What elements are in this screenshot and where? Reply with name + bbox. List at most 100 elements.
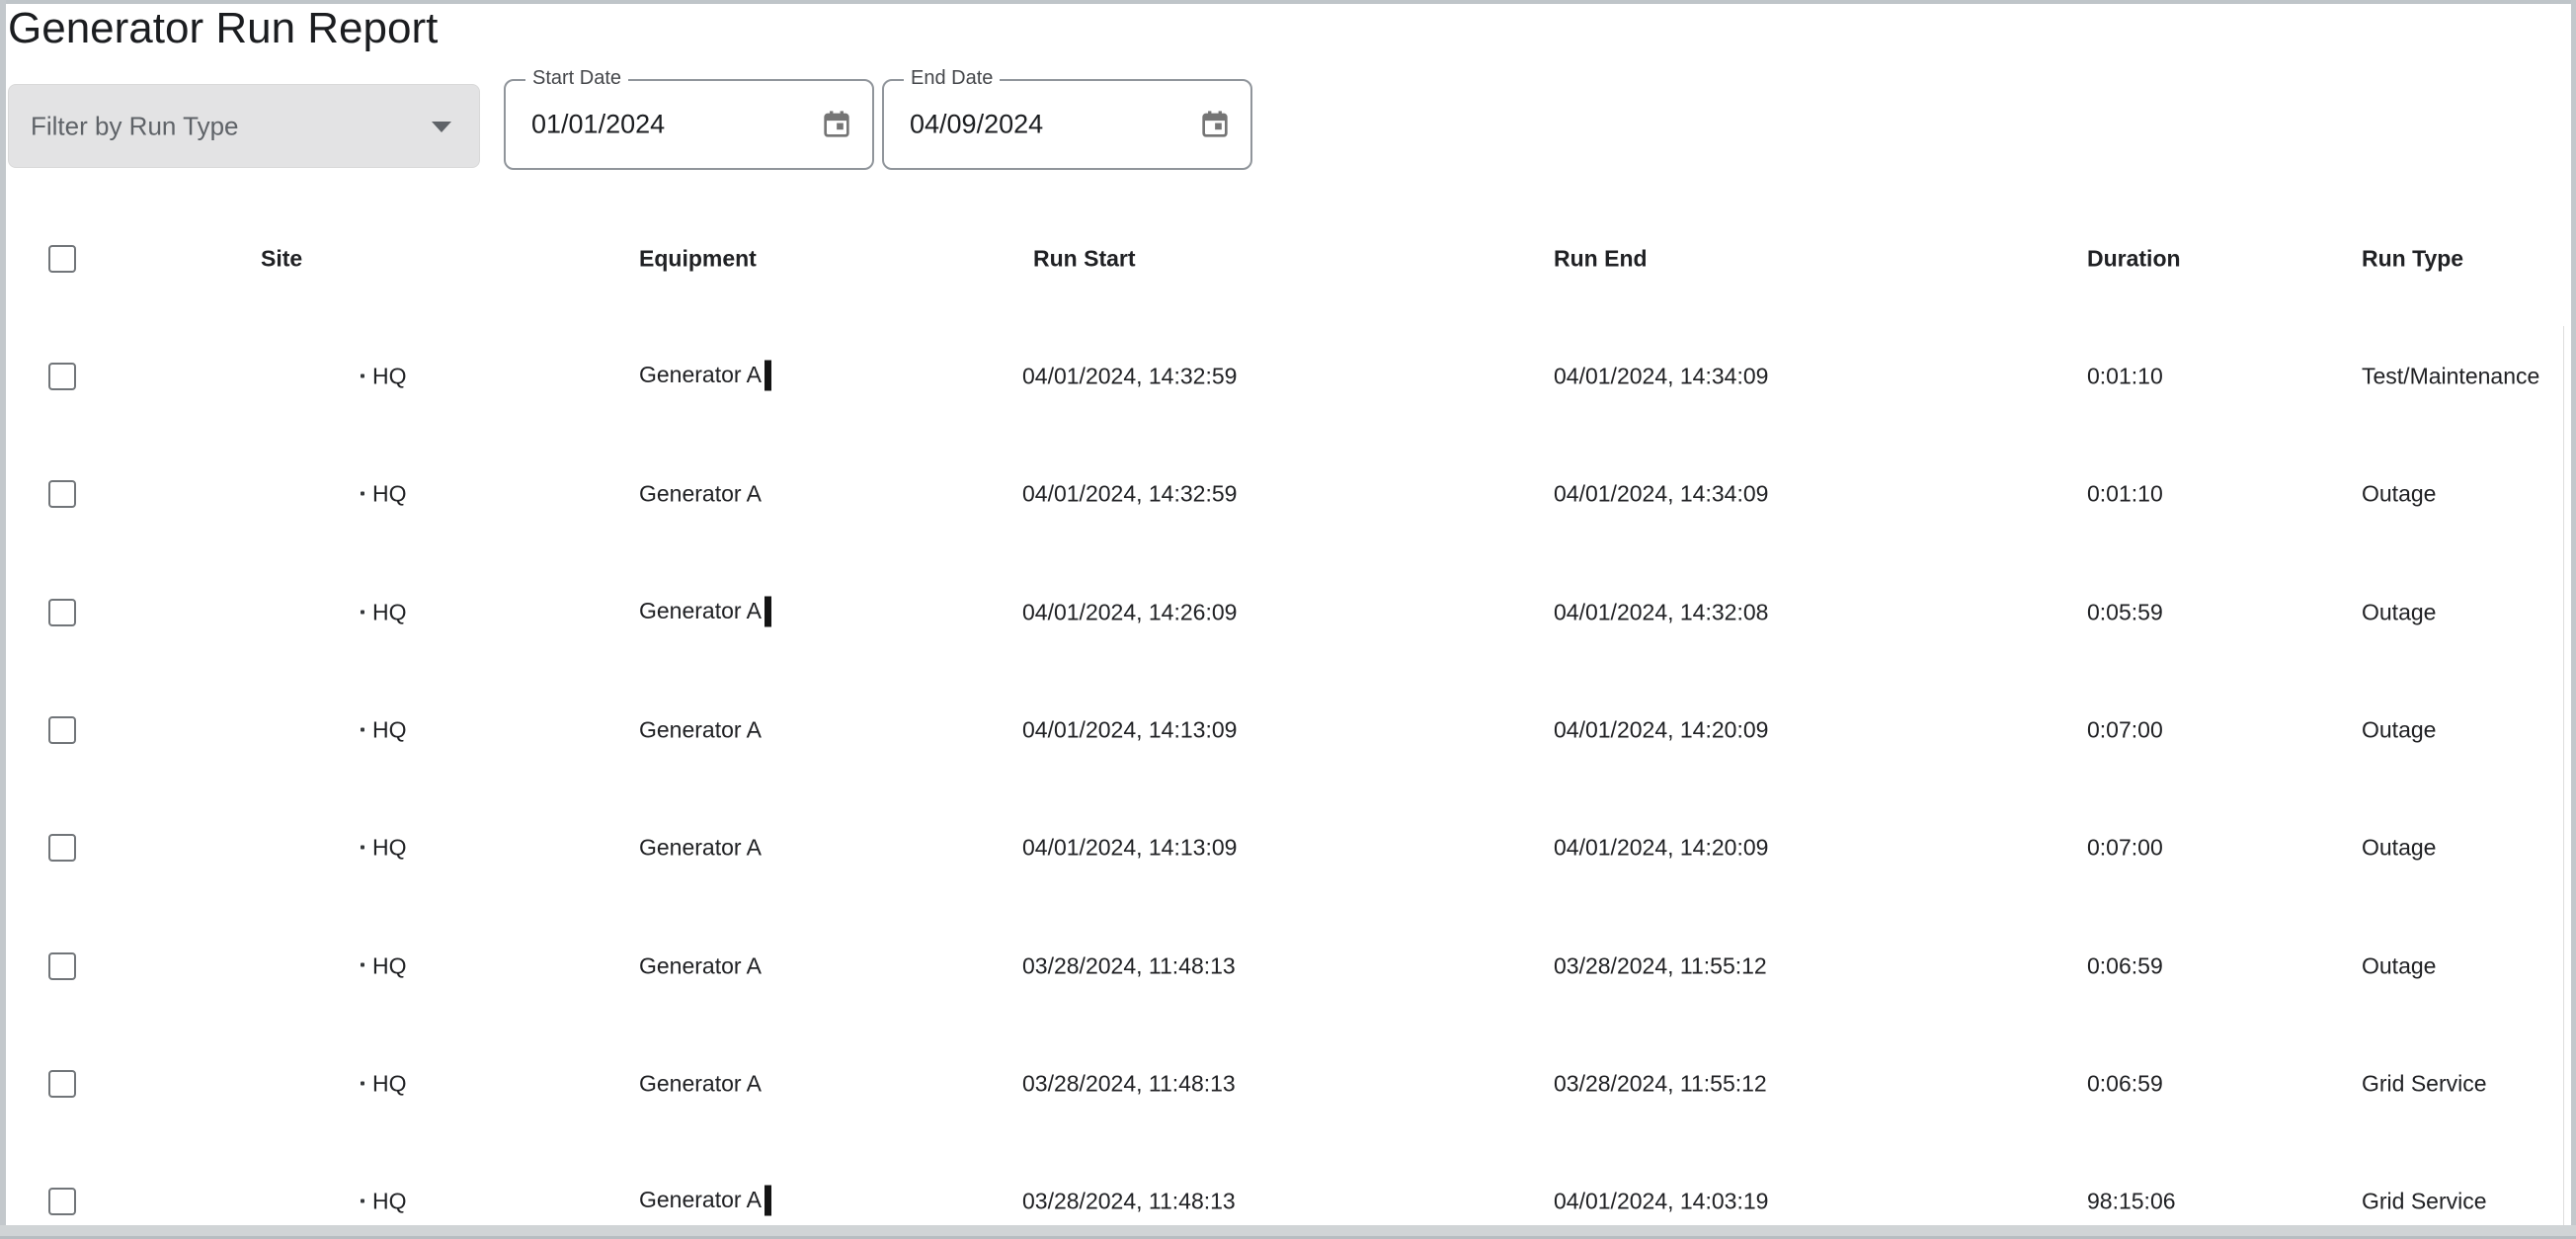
- cell-run-type: Outage: [2362, 599, 2437, 625]
- cell-duration: 0:06:59: [2087, 1070, 2163, 1097]
- cell-duration: 0:06:59: [2087, 952, 2163, 978]
- cell-run-end: 04/01/2024, 14:03:19: [1554, 1188, 1769, 1214]
- site-name: HQ: [372, 1188, 407, 1214]
- column-header-run-type[interactable]: Run Type: [2362, 245, 2464, 272]
- horizontal-scrollbar-track[interactable]: [0, 1225, 2576, 1239]
- cell-run-start: 04/01/2024, 14:32:59: [1022, 363, 1238, 389]
- cell-run-start: 03/28/2024, 11:48:13: [1022, 952, 1236, 978]
- row-checkbox[interactable]: [48, 715, 76, 744]
- cell-run-end: 04/01/2024, 14:20:09: [1554, 834, 1769, 861]
- missing-glyph-block: [765, 360, 772, 391]
- column-header-run-start[interactable]: Run Start: [1033, 245, 1136, 272]
- cell-run-start: 04/01/2024, 14:32:59: [1022, 480, 1238, 507]
- cell-duration: 0:05:59: [2087, 599, 2163, 625]
- cell-run-start: 04/01/2024, 14:13:09: [1022, 716, 1238, 743]
- run-type-filter-label: Filter by Run Type: [31, 111, 239, 140]
- cell-run-type: Grid Service: [2362, 1188, 2487, 1214]
- cell-site: HQ: [361, 481, 407, 508]
- column-header-equipment[interactable]: Equipment: [639, 245, 757, 272]
- site-name: HQ: [372, 599, 407, 625]
- cell-run-type: Test/Maintenance: [2362, 363, 2540, 389]
- row-checkbox[interactable]: [48, 951, 76, 980]
- start-date-value[interactable]: 01/01/2024: [531, 109, 666, 139]
- page-title: Generator Run Report: [8, 4, 439, 52]
- cell-equipment: Generator A: [639, 1070, 762, 1097]
- equipment-name: Generator A: [639, 834, 763, 861]
- cell-site: HQ: [361, 1070, 407, 1097]
- window-border-top: [0, 0, 2576, 4]
- calendar-icon[interactable]: [821, 108, 852, 141]
- site-name: HQ: [372, 834, 407, 861]
- site-name: HQ: [372, 480, 407, 507]
- calendar-icon[interactable]: [1199, 108, 1231, 141]
- row-checkbox[interactable]: [48, 363, 76, 390]
- site-marker-dot: [361, 727, 364, 732]
- cell-duration: 0:07:00: [2087, 834, 2163, 861]
- window-border-right: [2571, 0, 2576, 1239]
- cell-duration: 0:01:10: [2087, 363, 2163, 389]
- equipment-name: Generator A: [639, 480, 763, 507]
- missing-glyph-block: [765, 1185, 772, 1216]
- table-row: HQ Generator A 04/01/2024, 14:32:59 04/0…: [0, 345, 2563, 408]
- start-date-label: Start Date: [525, 67, 629, 90]
- missing-glyph-block: [765, 596, 772, 627]
- cell-equipment: Generator A: [639, 1185, 772, 1217]
- row-checkbox[interactable]: [48, 598, 76, 626]
- cell-run-type: Grid Service: [2362, 1070, 2487, 1097]
- row-checkbox[interactable]: [48, 1188, 76, 1216]
- row-checkbox[interactable]: [48, 480, 76, 509]
- cell-run-end: 04/01/2024, 14:34:09: [1554, 363, 1769, 389]
- cell-site: HQ: [361, 952, 407, 979]
- table-row: HQ Generator A 04/01/2024, 14:32:59 04/0…: [0, 462, 2563, 526]
- start-date-field[interactable]: Start Date 01/01/2024: [504, 67, 874, 170]
- cell-run-type: Outage: [2362, 834, 2437, 861]
- site-marker-dot: [361, 610, 364, 615]
- cell-run-end: 04/01/2024, 14:32:08: [1554, 599, 1769, 625]
- cell-site: HQ: [361, 1189, 407, 1215]
- site-marker-dot: [361, 1198, 364, 1203]
- cell-site: HQ: [361, 716, 407, 743]
- cell-site: HQ: [361, 835, 407, 862]
- table-row: HQ Generator A 03/28/2024, 11:48:13 04/0…: [0, 1170, 2563, 1233]
- cell-duration: 0:07:00: [2087, 716, 2163, 743]
- select-all-checkbox[interactable]: [48, 245, 76, 273]
- table-row: HQ Generator A 03/28/2024, 11:48:13 03/2…: [0, 1052, 2563, 1115]
- cell-equipment: Generator A: [639, 835, 762, 862]
- row-checkbox[interactable]: [48, 1069, 76, 1098]
- cell-equipment: Generator A: [639, 952, 762, 979]
- run-type-filter-select[interactable]: Filter by Run Type: [8, 84, 480, 168]
- table-row: HQ Generator A 04/01/2024, 14:26:09 04/0…: [0, 581, 2563, 644]
- cell-run-start: 04/01/2024, 14:13:09: [1022, 834, 1238, 861]
- cell-run-type: Outage: [2362, 716, 2437, 743]
- end-date-value[interactable]: 04/09/2024: [910, 109, 1044, 139]
- equipment-name: Generator A: [639, 1187, 763, 1213]
- cell-equipment: Generator A: [639, 596, 772, 627]
- cell-run-type: Outage: [2362, 480, 2437, 507]
- cell-run-end: 03/28/2024, 11:55:12: [1554, 952, 1767, 978]
- site-marker-dot: [361, 491, 364, 496]
- cell-equipment: Generator A: [639, 481, 762, 508]
- equipment-name: Generator A: [639, 362, 763, 388]
- cell-run-start: 03/28/2024, 11:48:13: [1022, 1070, 1236, 1097]
- column-header-site[interactable]: Site: [261, 245, 303, 272]
- column-header-duration[interactable]: Duration: [2087, 245, 2181, 272]
- equipment-name: Generator A: [639, 597, 763, 623]
- cell-duration: 98:15:06: [2087, 1188, 2176, 1214]
- site-name: HQ: [372, 952, 407, 978]
- cell-run-end: 03/28/2024, 11:55:12: [1554, 1070, 1767, 1097]
- end-date-label: End Date: [904, 67, 1001, 90]
- equipment-name: Generator A: [639, 952, 763, 978]
- chevron-down-icon: [432, 121, 451, 132]
- site-name: HQ: [372, 716, 407, 743]
- end-date-field[interactable]: End Date 04/09/2024: [882, 67, 1252, 170]
- site-marker-dot: [361, 373, 364, 378]
- cell-run-end: 04/01/2024, 14:20:09: [1554, 716, 1769, 743]
- table-header-row: Site Equipment Run Start Run End Duratio…: [0, 227, 2563, 290]
- row-checkbox[interactable]: [48, 834, 76, 863]
- table-row: HQ Generator A 04/01/2024, 14:13:09 04/0…: [0, 699, 2563, 762]
- equipment-name: Generator A: [639, 1070, 763, 1097]
- column-header-run-end[interactable]: Run End: [1554, 245, 1648, 272]
- site-marker-dot: [361, 845, 364, 850]
- window-border-left: [0, 0, 6, 1239]
- equipment-name: Generator A: [639, 716, 763, 743]
